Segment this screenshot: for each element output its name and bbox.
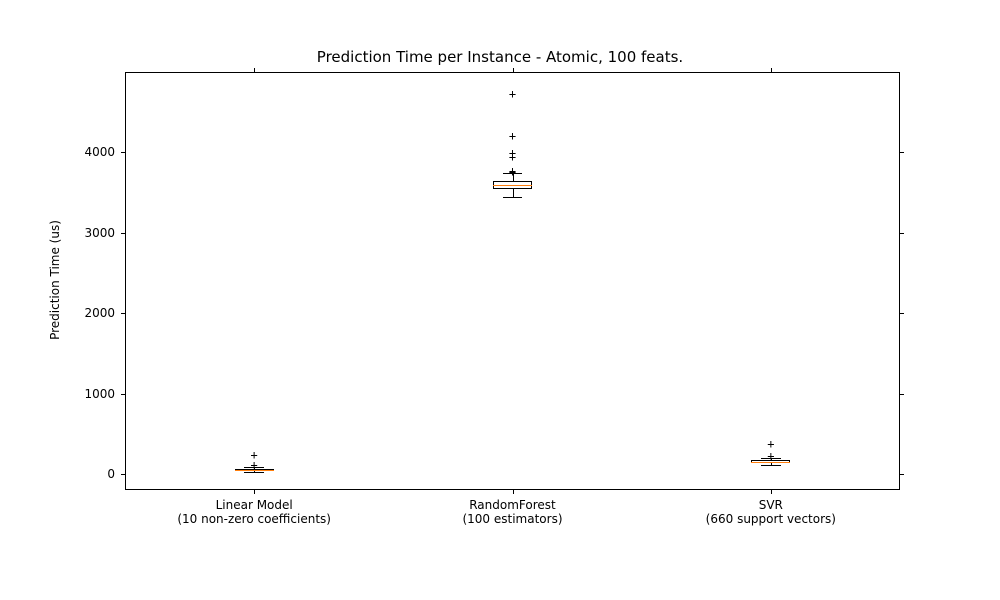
y-tick-label: 1000 — [65, 387, 115, 401]
x-tick — [513, 68, 514, 72]
flier-marker: + — [509, 147, 516, 159]
y-tick-label: 3000 — [65, 226, 115, 240]
y-tick — [900, 394, 904, 395]
whisker-cap — [761, 465, 780, 466]
y-tick — [121, 313, 125, 314]
flier-marker: + — [509, 88, 516, 100]
y-tick — [900, 233, 904, 234]
x-tick-label: SVR (660 support vectors) — [641, 498, 901, 526]
y-tick — [900, 313, 904, 314]
x-tick-label: RandomForest (100 estimators) — [383, 498, 643, 526]
figure-container: Prediction Time per Instance - Atomic, 1… — [0, 0, 1000, 600]
flier-marker: + — [509, 130, 516, 142]
x-tick-label: Linear Model (10 non-zero coefficients) — [124, 498, 384, 526]
y-tick — [121, 394, 125, 395]
flier-marker: + — [251, 449, 258, 461]
x-tick — [254, 490, 255, 494]
median-line — [493, 185, 532, 186]
whisker-cap — [503, 197, 522, 198]
y-tick — [121, 233, 125, 234]
x-tick — [771, 68, 772, 72]
x-tick — [254, 68, 255, 72]
y-tick-label: 2000 — [65, 306, 115, 320]
y-axis-label: Prediction Time (us) — [48, 180, 62, 380]
y-tick-label: 0 — [65, 467, 115, 481]
y-tick — [121, 474, 125, 475]
x-tick — [513, 490, 514, 494]
flier-marker: + — [509, 165, 516, 177]
flier-marker: + — [767, 450, 774, 462]
flier-marker: + — [767, 438, 774, 450]
x-tick — [771, 490, 772, 494]
y-tick — [900, 474, 904, 475]
y-tick — [121, 152, 125, 153]
chart-title: Prediction Time per Instance - Atomic, 1… — [0, 48, 1000, 66]
whisker — [513, 189, 514, 197]
y-tick-label: 4000 — [65, 145, 115, 159]
y-tick — [900, 152, 904, 153]
